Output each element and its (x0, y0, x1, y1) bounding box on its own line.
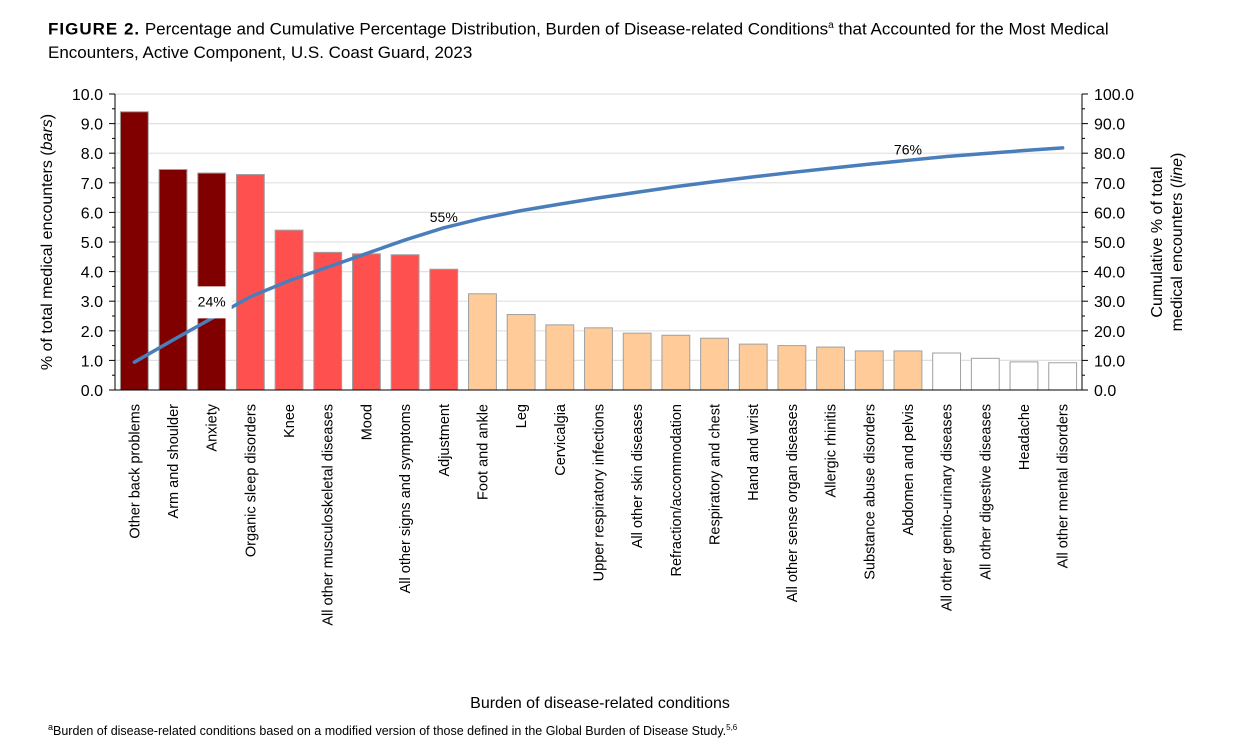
bar (545, 324, 575, 391)
x-tick-label: Cervicalgia (553, 403, 569, 476)
bar (429, 268, 459, 391)
y-tick-label-left: 1.0 (81, 353, 103, 370)
x-tick-label: Respiratory and chest (708, 404, 724, 545)
x-tick-label: Abdomen and pelvis (901, 404, 917, 535)
annotation-background (191, 286, 232, 319)
bar (274, 229, 304, 391)
bar (622, 332, 652, 391)
x-tick-label: All other skin diseases (630, 404, 646, 548)
figure-title: FIGURE 2. Percentage and Cumulative Perc… (48, 14, 1198, 64)
y-axis-title-right-line2: medical encounters (line) (1169, 153, 1186, 332)
y-axis-title-left: % of total medical encounters (bars) (39, 114, 56, 370)
title-text: Percentage and Cumulative Percentage Dis… (140, 19, 829, 39)
bar (1048, 362, 1078, 391)
y-tick-label-right: 80.0 (1094, 146, 1125, 163)
bar (854, 350, 884, 391)
footnote-text: Burden of disease-related conditions bas… (53, 724, 727, 739)
bar (313, 251, 343, 391)
y-tick-label-left: 8.0 (81, 146, 103, 163)
y-tick-label-right: 90.0 (1094, 117, 1125, 134)
footnote: aBurden of disease-related conditions ba… (48, 722, 737, 738)
x-tick-label: All other digestive diseases (978, 404, 994, 580)
y-tick-label-left: 4.0 (81, 265, 103, 282)
bar (390, 254, 420, 391)
x-tick-label: Arm and shoulder (166, 404, 182, 519)
x-tick-label: Knee (282, 404, 298, 438)
x-tick-label: All other mental disorders (1056, 404, 1072, 568)
footnote-sup: a (48, 722, 54, 732)
bar (158, 168, 188, 391)
x-tick-label: Hand and wrist (746, 404, 762, 501)
bar (119, 111, 149, 391)
bar (738, 343, 768, 391)
y-tick-label-right: 0.0 (1094, 383, 1116, 400)
cumulative-annotation: 55% (430, 209, 458, 225)
y-tick-label-left: 3.0 (81, 294, 103, 311)
x-tick-label: All other sense organ diseases (785, 404, 801, 602)
bar (932, 352, 962, 391)
y-tick-label-right: 50.0 (1094, 235, 1125, 252)
x-tick-label: Mood (359, 404, 375, 440)
y-tick-label-right: 60.0 (1094, 205, 1125, 222)
y-tick-label-left: 7.0 (81, 176, 103, 193)
x-tick-label: All other signs and symptoms (398, 404, 414, 593)
y-tick-label-right: 70.0 (1094, 176, 1125, 193)
bar (506, 314, 536, 391)
cumulative-annotation: 76% (894, 141, 922, 157)
x-axis-title: Burden of disease-related conditions (470, 695, 730, 712)
y-tick-label-left: 10.0 (72, 87, 103, 104)
figure-label: FIGURE 2. (48, 19, 141, 39)
bar (661, 334, 691, 391)
bar (816, 346, 846, 391)
bar (970, 357, 1000, 391)
y-tick-label-left: 2.0 (81, 324, 103, 341)
y-tick-label-right: 100.0 (1094, 87, 1134, 104)
bar (584, 327, 613, 391)
x-tick-label: Substance abuse disorders (862, 404, 878, 580)
y-tick-label-left: 0.0 (81, 383, 103, 400)
x-tick-label: Anxiety (205, 403, 221, 451)
bar (1009, 361, 1039, 391)
bar (893, 350, 923, 391)
x-tick-label: All other genito-urinary diseases (940, 404, 956, 611)
title-text-2: that Accounted for the Most Medical Enco… (48, 19, 1109, 62)
x-tick-label: Foot and ankle (475, 404, 491, 500)
y-tick-label-left: 5.0 (81, 235, 103, 252)
footnote-refs: 5,6 (726, 723, 738, 732)
y-tick-label-right: 40.0 (1094, 265, 1125, 282)
x-tick-label: Other back problems (127, 404, 143, 539)
bar (777, 345, 807, 391)
x-tick-label: Organic sleep disorders (243, 404, 259, 557)
x-tick-label: Allergic rhinitis (824, 404, 840, 497)
cumulative-annotation: 24% (198, 293, 226, 309)
x-tick-label: Headache (1017, 404, 1033, 470)
bar (351, 253, 381, 391)
x-tick-label: All other musculoskeletal diseases (321, 404, 337, 626)
x-tick-label: Upper respiratory infections (592, 404, 608, 581)
bar (468, 293, 497, 391)
y-axis-title-right-line1: Cumulative % of total (1149, 166, 1166, 317)
x-tick-label: Refraction/accommodation (669, 404, 685, 576)
y-tick-label-right: 20.0 (1094, 324, 1125, 341)
y-tick-label-left: 6.0 (81, 205, 103, 222)
x-tick-label: Adjustment (437, 404, 453, 477)
cumulative-line (132, 146, 1065, 364)
bar (700, 337, 729, 391)
y-tick-label-right: 30.0 (1094, 294, 1125, 311)
title-sup: a (828, 20, 834, 31)
x-tick-label: Leg (514, 404, 530, 428)
bar (197, 172, 227, 391)
y-tick-label-right: 10.0 (1094, 353, 1125, 370)
y-tick-label-left: 9.0 (81, 117, 103, 134)
bar (235, 174, 265, 391)
